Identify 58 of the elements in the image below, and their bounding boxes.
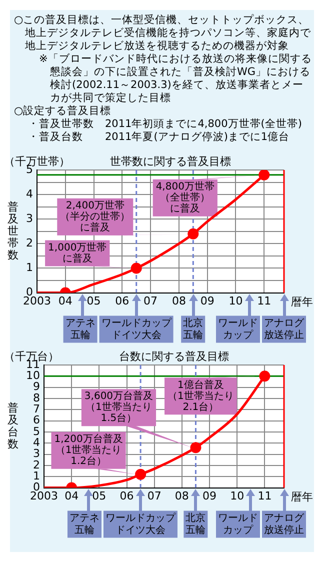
y-tick-label: 8	[32, 391, 40, 404]
x-tick-label: 05	[86, 294, 101, 308]
x-tick-label: 06	[120, 489, 134, 502]
y-tick-label: 6	[32, 414, 40, 427]
annotation: 3,600万台普及（1世帯当たり1.5台）	[84, 390, 154, 424]
annotation: 1億台普及（1世帯当たり2.1台）	[168, 378, 234, 413]
x-tick-label: 05	[92, 489, 106, 502]
y-tick-label: 9	[32, 380, 40, 394]
y-axis-title: 普及台数	[8, 401, 18, 450]
text: アナログ放送停止	[264, 512, 305, 536]
y-tick-label: 10	[26, 369, 40, 382]
text: アテネ五輪	[69, 512, 100, 536]
text: ・普及世帯数 2011年初頭までに4,800万世帯(全世帯)	[27, 118, 303, 131]
chart-title: 世帯数に関する普及目標	[110, 154, 231, 168]
x-tick-label: 04	[58, 294, 72, 308]
y-tick-label: 1	[26, 261, 33, 274]
y-tick-label: 4	[32, 436, 40, 450]
annotation: 1,200万台普及（1世帯当たり1.2台）	[54, 432, 123, 467]
x-tick-label: 06	[115, 294, 130, 308]
text: ※「ブロードバンド時代における放送の将来像に関する懇談会」の下に設置された「普及検討WG」における検討(2002.11～2003.3)を経て、放送事業者とメーカが共同で策定した目標	[38, 53, 312, 105]
text: 北京五輪	[183, 316, 204, 341]
chart-title: 台数に関する普及目標	[119, 350, 229, 363]
x-tick-label: 08	[172, 294, 186, 308]
x-tick-label: 11	[257, 294, 272, 308]
text: ワールドカップ	[218, 512, 258, 536]
y-tick-label: 3	[32, 447, 40, 460]
x-axis-title: 暦年	[291, 296, 313, 309]
text: ワールドカップドイツ大会	[101, 316, 172, 341]
x-tick-label: 11	[258, 489, 272, 502]
x-tick-label: 07	[147, 489, 162, 502]
x-axis-title: 暦年	[291, 490, 313, 504]
text: アナログ放送停止	[264, 318, 305, 341]
y-axis-title: 普及世帯数	[8, 200, 18, 262]
text: ○この普及目標は、一体型受信機、セットトップボックス、地上デジタルテレビ受信機能を持つパソコン等、家庭内で地上デジタルテレビ放送を視聴するための機器が対象	[14, 14, 312, 53]
text: ワールドカップ	[218, 318, 258, 341]
x-tick-label: 09	[202, 489, 217, 502]
y-tick-label: 3	[26, 212, 33, 225]
x-tick-label: 04	[64, 489, 79, 502]
x-tick-label: 08	[174, 489, 189, 502]
text: ○設定する普及目標	[14, 105, 112, 118]
text: アテネ五輪	[65, 318, 96, 341]
text: ・普及台数 2011年夏(アナログ停波)までに1億台	[27, 131, 291, 144]
annotation: 1,000万世帯に普及	[48, 241, 107, 264]
x-tick-label: 10	[230, 489, 244, 502]
y-tick-label: 1	[32, 469, 40, 482]
text: 北京五輪	[186, 512, 206, 536]
x-tick-label: 09	[200, 294, 214, 308]
y-tick-label: 5	[32, 424, 40, 438]
y-tick-label: 2	[32, 458, 40, 472]
text: ワールドカップドイツ大会	[105, 512, 176, 536]
x-tick-label: 07	[144, 294, 158, 308]
annotation: 2,400万世帯（半分の世帯）に普及	[60, 199, 130, 234]
annotation: 4,800万世帯（全世帯）に普及	[156, 180, 214, 215]
y-tick-label: 4	[26, 187, 33, 200]
x-tick-label: 10	[228, 294, 243, 308]
y-tick-label: 2	[26, 236, 33, 250]
y-tick-label: 7	[32, 402, 40, 416]
text: （千万世帯）	[4, 154, 70, 168]
